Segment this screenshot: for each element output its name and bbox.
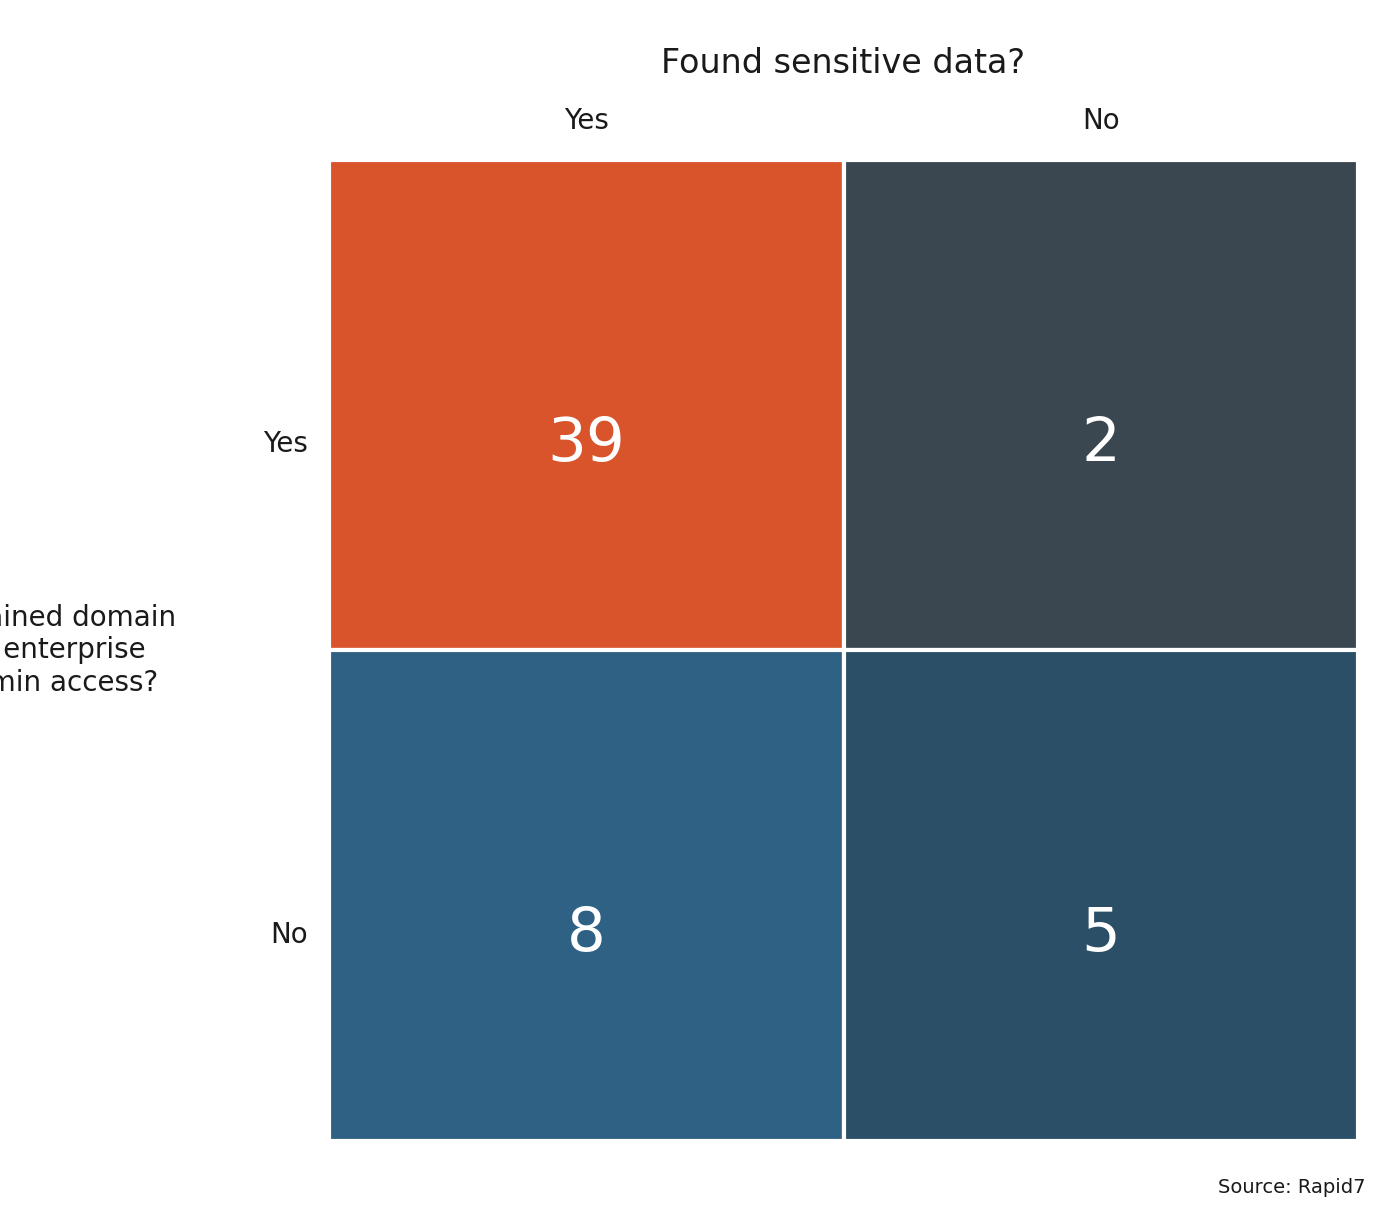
Text: 39: 39 — [547, 415, 626, 474]
Text: Obtained domain
or enterprise
admin access?: Obtained domain or enterprise admin acce… — [0, 604, 176, 697]
Text: Source: Rapid7: Source: Rapid7 — [1218, 1178, 1365, 1196]
Text: Found sensitive data?: Found sensitive data? — [661, 47, 1026, 80]
Text: 2: 2 — [1081, 415, 1120, 474]
Text: Yes: Yes — [263, 431, 308, 458]
Text: 5: 5 — [1081, 906, 1120, 964]
Text: Yes: Yes — [564, 107, 609, 135]
Text: 8: 8 — [567, 906, 606, 964]
Text: No: No — [270, 921, 308, 948]
Text: No: No — [1082, 107, 1120, 135]
